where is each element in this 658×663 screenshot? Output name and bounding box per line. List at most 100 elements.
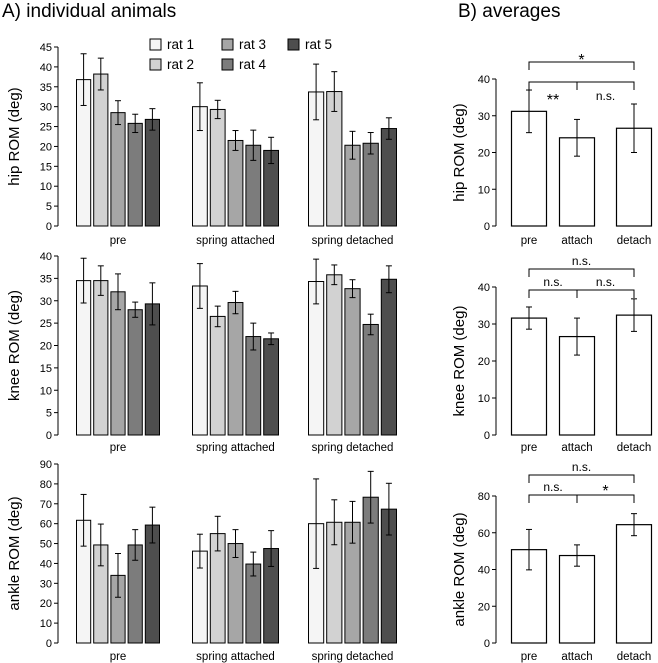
y-tick-label: 10 bbox=[40, 618, 52, 630]
significance-label: n.s. bbox=[596, 275, 615, 289]
legend-label-rat-1: rat 1 bbox=[167, 37, 194, 52]
y-tick-label: 80 bbox=[478, 491, 490, 503]
y-axis-label: knee ROM (deg) bbox=[451, 306, 468, 417]
legend-label-rat-2: rat 2 bbox=[167, 57, 194, 72]
y-tick-label: 60 bbox=[40, 519, 52, 531]
legend-swatch-rat-3 bbox=[221, 38, 234, 51]
y-tick-label: 0 bbox=[46, 221, 52, 233]
y-tick-label: 10 bbox=[40, 385, 52, 397]
y-tick-label: 30 bbox=[40, 296, 52, 308]
bar-average-pre bbox=[510, 317, 548, 436]
legend-swatch-rat-2 bbox=[149, 58, 162, 71]
significance-bracket bbox=[528, 268, 635, 277]
bar-rat-4-spring-detached bbox=[362, 142, 379, 227]
significance-bracket bbox=[528, 81, 578, 90]
y-tick-label: 10 bbox=[478, 393, 490, 405]
bar-rat-3-spring-detached bbox=[344, 288, 361, 436]
category-label-attach: attach bbox=[561, 442, 592, 454]
significance-bracket bbox=[576, 81, 635, 90]
significance-label: n.s. bbox=[543, 480, 562, 494]
y-tick-label: 0 bbox=[46, 638, 52, 650]
chart-b-ankle: 0 20 40 60 80 ankle ROM (deg) pre attach detach n… bbox=[451, 460, 653, 663]
bar-rat-4-spring-detached bbox=[362, 323, 379, 436]
y-tick-label: 0 bbox=[484, 221, 490, 233]
category-label-detach: detach bbox=[617, 651, 652, 663]
y-tick-label: 10 bbox=[478, 184, 490, 196]
bar-average-detach bbox=[615, 314, 653, 436]
y-tick-label: 0 bbox=[484, 430, 490, 442]
legend: rat 1 rat 2 rat 3 rat 4 rat 5 bbox=[149, 37, 332, 72]
y-axis-label: ankle ROM (deg) bbox=[6, 496, 23, 610]
significance-bracket bbox=[528, 289, 578, 298]
significance-bracket bbox=[528, 61, 635, 70]
y-tick-label: 20 bbox=[478, 356, 490, 368]
bar-rat-2-pre bbox=[93, 73, 109, 227]
y-tick-label: 60 bbox=[478, 528, 490, 540]
chart-a-hip: 0 5 10 15 20 25 30 35 40 45 hip ROM (deg) pre spring… bbox=[6, 42, 397, 247]
category-label-spring-attached: spring attached bbox=[196, 651, 275, 663]
significance-bracket bbox=[528, 474, 635, 483]
legend-label-rat-5: rat 5 bbox=[305, 37, 332, 52]
y-tick-label: 0 bbox=[484, 638, 490, 650]
bar-rat-5-spring-detached bbox=[380, 278, 397, 436]
y-tick-label: 5 bbox=[46, 408, 52, 420]
y-tick-label: 40 bbox=[478, 282, 490, 294]
significance-bracket bbox=[576, 289, 635, 298]
bar-rat-3-pre bbox=[110, 112, 126, 227]
category-label-attach: attach bbox=[561, 235, 592, 247]
bar-rat-2-spring-detached bbox=[326, 274, 343, 436]
y-tick-label: 50 bbox=[40, 539, 52, 551]
y-tick-label: 35 bbox=[40, 82, 52, 94]
y-axis-label: hip ROM (deg) bbox=[451, 103, 468, 201]
category-label-pre: pre bbox=[110, 651, 127, 663]
bar-rat-4-pre bbox=[127, 122, 143, 227]
bar-rat-4-spring-attached bbox=[245, 336, 262, 436]
y-tick-label: 40 bbox=[40, 558, 52, 570]
bar-rat-3-pre bbox=[110, 291, 126, 436]
y-tick-label: 20 bbox=[40, 141, 52, 153]
y-tick-label: 20 bbox=[40, 341, 52, 353]
bar-rat-2-spring-attached bbox=[209, 108, 226, 227]
bar-rat-2-pre bbox=[93, 280, 109, 436]
bar-rat-5-spring-detached bbox=[380, 128, 397, 227]
y-tick-label: 10 bbox=[40, 181, 52, 193]
significance-label: n.s. bbox=[596, 89, 615, 103]
y-tick-label: 0 bbox=[46, 430, 52, 442]
y-tick-label: 70 bbox=[40, 499, 52, 511]
category-label-pre: pre bbox=[521, 235, 538, 247]
category-label-spring-detached: spring detached bbox=[312, 235, 394, 247]
bar-rat-5-spring-attached bbox=[263, 338, 280, 436]
significance-label: ** bbox=[547, 92, 559, 109]
bar-rat-1-pre bbox=[76, 280, 92, 436]
bar-rat-1-spring-detached bbox=[308, 281, 325, 436]
legend-swatch-rat-5 bbox=[287, 38, 300, 51]
y-tick-label: 20 bbox=[478, 148, 490, 160]
chart-a-knee: 0 5 10 15 20 25 30 35 40 knee ROM (deg) pre spring … bbox=[6, 251, 397, 454]
category-label-detach: detach bbox=[617, 442, 652, 454]
y-tick-label: 80 bbox=[40, 479, 52, 491]
chart-b-knee: 0 10 20 30 40 knee ROM (deg) pre attach detach n.… bbox=[451, 254, 653, 454]
significance-label: * bbox=[578, 52, 584, 69]
y-tick-label: 20 bbox=[40, 598, 52, 610]
legend-swatch-rat-1 bbox=[149, 38, 162, 51]
bar-average-attach bbox=[558, 554, 596, 644]
category-label-detach: detach bbox=[617, 235, 652, 247]
bar-rat-2-spring-attached bbox=[209, 315, 226, 436]
y-tick-label: 25 bbox=[40, 122, 52, 134]
legend-swatch-rat-4 bbox=[221, 58, 234, 71]
significance-label: n.s. bbox=[543, 275, 562, 289]
bar-average-detach bbox=[615, 524, 653, 644]
plot-area: 0 5 10 15 20 25 30 35 40 45 hip ROM (deg) pre spring… bbox=[6, 42, 653, 663]
significance-bracket bbox=[576, 494, 635, 503]
y-tick-label: 15 bbox=[40, 363, 52, 375]
y-tick-label: 20 bbox=[478, 601, 490, 613]
y-tick-label: 90 bbox=[40, 459, 52, 471]
category-label-pre: pre bbox=[521, 651, 538, 663]
category-label-spring-attached: spring attached bbox=[196, 442, 275, 454]
y-tick-label: 35 bbox=[40, 273, 52, 285]
category-label-spring-detached: spring detached bbox=[312, 651, 394, 663]
y-axis-label: hip ROM (deg) bbox=[6, 87, 23, 185]
bar-rat-3-spring-attached bbox=[227, 302, 244, 436]
